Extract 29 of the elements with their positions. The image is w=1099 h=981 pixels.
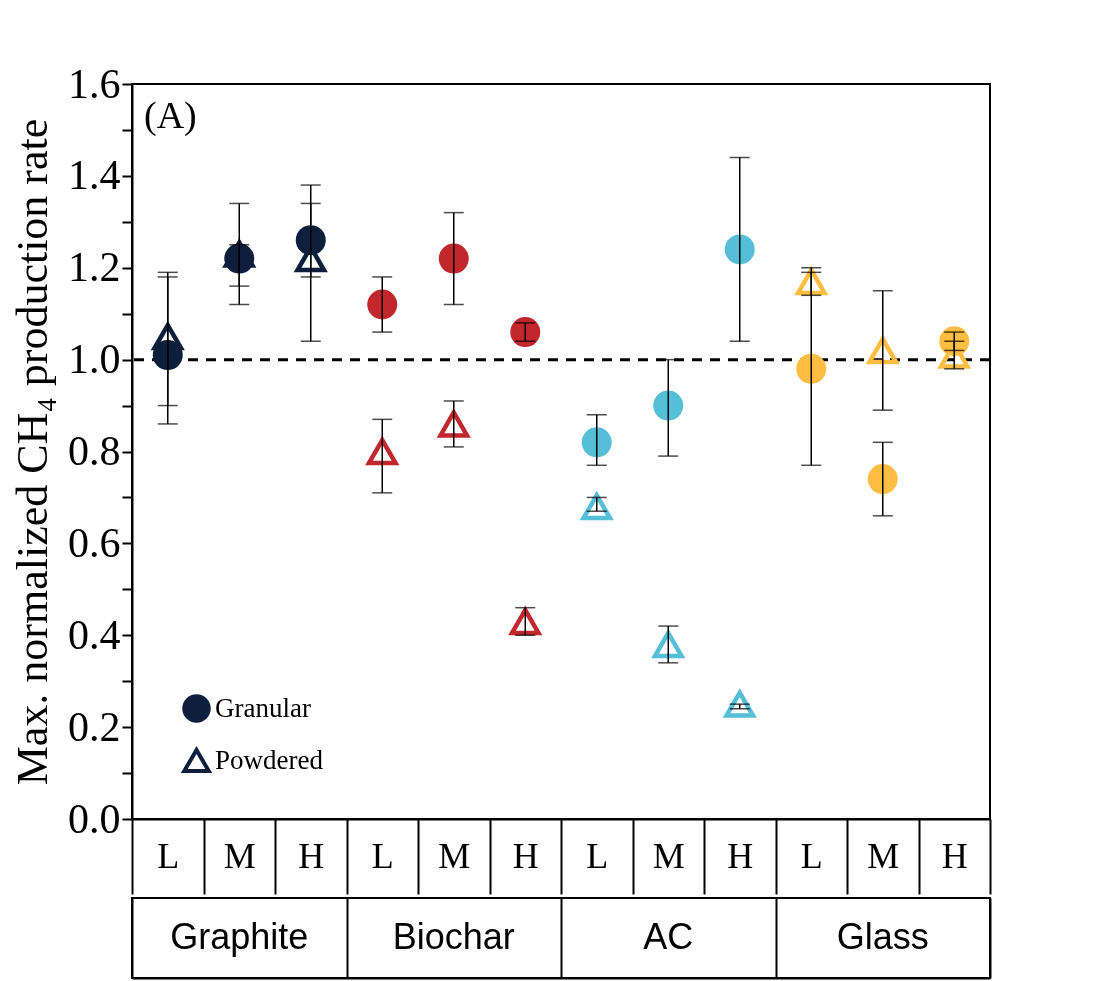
y-tick-label: 1.4 [68,152,121,199]
legend-label: Powdered [215,744,324,775]
text: Graphite [170,916,309,957]
y-tick-label: 1.0 [68,336,121,383]
y-tick-label: 1.2 [68,244,121,291]
x-tick-label: M [438,835,471,876]
x-tick-label: M [223,835,256,876]
x-tick-label: L [371,835,394,876]
x-tick-label: L [800,835,823,876]
y-axis-title: Max. normalized CH₄ production rate [8,118,57,786]
y-tick-label: 1.6 [68,60,121,107]
x-tick-label: M [652,835,685,876]
text: Glass [836,916,929,957]
x-tick-label: H [941,835,968,876]
y-tick-label: 0.2 [68,703,121,750]
x-tick-label: H [727,835,754,876]
x-tick-label: H [512,835,539,876]
y-tick-label: 0.8 [68,428,121,474]
x-tick-label: L [157,835,180,876]
y-tick-label: 0.0 [68,795,121,842]
y-tick-label: 0.6 [68,519,121,566]
text: Biochar [392,916,515,957]
x-tick-label: L [586,835,609,876]
y-tick-label: 0.4 [68,611,121,658]
text: AC [643,916,694,957]
x-tick-label: M [867,835,900,876]
x-tick-label: H [298,835,325,876]
annotation: (A) [144,94,197,137]
legend-label: Granular [215,692,311,723]
